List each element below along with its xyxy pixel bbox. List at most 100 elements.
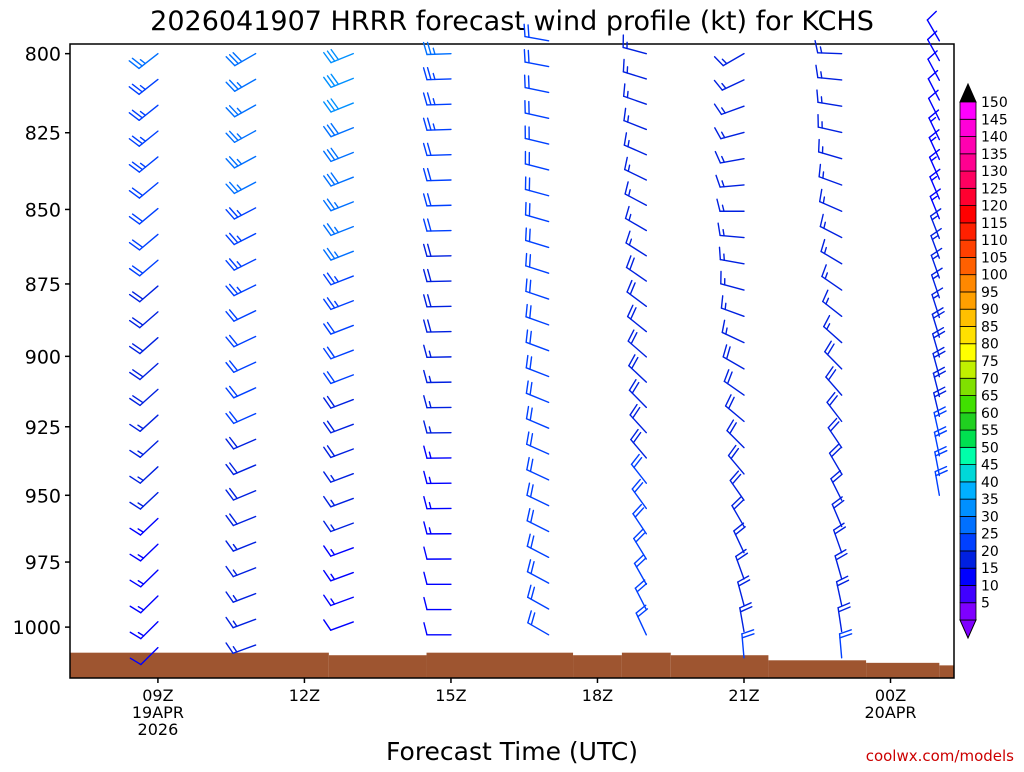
wind-barb bbox=[324, 74, 354, 87]
barb-half-flag bbox=[820, 47, 821, 53]
barb-flag bbox=[624, 108, 626, 120]
colorbar-label: 75 bbox=[981, 354, 999, 370]
barb-flag bbox=[424, 497, 427, 509]
barb-half-flag bbox=[824, 222, 825, 228]
barb-half-flag bbox=[429, 528, 431, 534]
barb-flag bbox=[526, 228, 527, 240]
colorbar-segment bbox=[960, 223, 976, 240]
barb-flag bbox=[528, 50, 529, 62]
wind-barb bbox=[527, 560, 548, 583]
wind-barb bbox=[424, 219, 451, 231]
wind-barb bbox=[525, 126, 548, 144]
wind-barb bbox=[631, 430, 646, 458]
y-tick-label: 950 bbox=[25, 485, 61, 507]
wind-barb bbox=[715, 152, 744, 163]
barb-flag bbox=[424, 371, 427, 383]
wind-barb bbox=[424, 345, 451, 357]
barb-flag bbox=[531, 562, 534, 574]
barb-half-flag bbox=[933, 295, 938, 298]
barb-half-flag bbox=[335, 277, 339, 282]
wind-barb bbox=[726, 395, 744, 422]
plot-frame bbox=[70, 44, 954, 678]
colorbar-label: 150 bbox=[981, 95, 1008, 111]
colorbar-label: 20 bbox=[981, 544, 999, 560]
colorbar-segment bbox=[960, 275, 976, 292]
wind-barb bbox=[928, 71, 939, 100]
wind-barb bbox=[129, 105, 158, 120]
barb-flag bbox=[424, 598, 427, 610]
wind-barb bbox=[226, 489, 256, 500]
barb-flag bbox=[630, 283, 635, 294]
barb-flag bbox=[526, 381, 528, 393]
wind-barb bbox=[740, 603, 752, 632]
wind-barb bbox=[526, 254, 549, 274]
colorbar-label: 45 bbox=[981, 458, 999, 474]
colorbar-label: 25 bbox=[981, 527, 999, 543]
barb-flag bbox=[530, 255, 531, 267]
colorbar-segment bbox=[960, 361, 976, 378]
wind-barb bbox=[226, 618, 255, 628]
wind-barb bbox=[835, 550, 847, 579]
barb-flag bbox=[728, 372, 732, 384]
wind-barb bbox=[226, 79, 255, 91]
wind-barb bbox=[527, 509, 548, 532]
wind-barb bbox=[424, 118, 451, 130]
colorbar-segment bbox=[960, 413, 976, 430]
wind-barb bbox=[226, 361, 256, 372]
barb-flag bbox=[424, 623, 427, 635]
wind-barb bbox=[524, 50, 548, 67]
barb-flag bbox=[424, 194, 427, 206]
wind-barb bbox=[226, 335, 256, 346]
wind-barb bbox=[526, 381, 548, 402]
wind-barb bbox=[226, 592, 256, 602]
barb-flag bbox=[716, 175, 720, 187]
barb-flag bbox=[527, 407, 529, 419]
barb-flag bbox=[324, 497, 331, 507]
wind-barb bbox=[526, 356, 548, 377]
wind-barb bbox=[324, 397, 354, 409]
wind-barb bbox=[715, 128, 744, 139]
barb-half-flag bbox=[722, 108, 725, 113]
ground-surface bbox=[622, 653, 671, 678]
barb-half-flag bbox=[825, 248, 827, 254]
barb-flag bbox=[526, 254, 527, 266]
x-tick-label: 15Z bbox=[435, 686, 466, 705]
ground-surface bbox=[70, 653, 329, 678]
barb-flag bbox=[424, 169, 427, 181]
y-tick-label: 975 bbox=[25, 552, 61, 574]
barb-half-flag bbox=[429, 376, 431, 382]
wind-barb bbox=[130, 312, 158, 328]
wind-barb bbox=[628, 305, 647, 331]
wind-barb bbox=[226, 53, 255, 66]
x-tick-label: 21Z bbox=[728, 686, 759, 705]
barb-flag bbox=[816, 65, 818, 77]
colorbar-segment bbox=[960, 551, 976, 568]
wind-barb bbox=[130, 493, 158, 509]
barb-flag bbox=[530, 383, 532, 395]
barb-flag bbox=[817, 90, 818, 102]
barb-flag bbox=[428, 244, 431, 256]
barb-flag bbox=[526, 356, 528, 368]
barb-half-flag bbox=[627, 91, 628, 97]
wind-barb bbox=[130, 415, 158, 431]
barb-flag bbox=[727, 347, 730, 359]
wind-barb bbox=[719, 247, 744, 264]
wind-barb bbox=[626, 231, 646, 256]
wind-barb bbox=[424, 421, 451, 433]
barb-half-flag bbox=[823, 197, 824, 203]
wind-barb bbox=[527, 534, 548, 557]
wind-barb bbox=[632, 480, 646, 509]
wind-barb bbox=[629, 380, 646, 408]
barb-flag bbox=[428, 68, 431, 80]
wind-barb bbox=[527, 458, 549, 480]
barb-half-flag bbox=[433, 124, 435, 130]
colorbar-label: 65 bbox=[981, 389, 999, 405]
barb-flag bbox=[424, 68, 427, 80]
colorbar-segment bbox=[960, 603, 976, 620]
barb-half-flag bbox=[827, 324, 830, 329]
wind-barb bbox=[226, 233, 256, 244]
wind-barb bbox=[624, 108, 646, 129]
wind-barb bbox=[526, 330, 548, 351]
barb-flag bbox=[531, 485, 533, 497]
